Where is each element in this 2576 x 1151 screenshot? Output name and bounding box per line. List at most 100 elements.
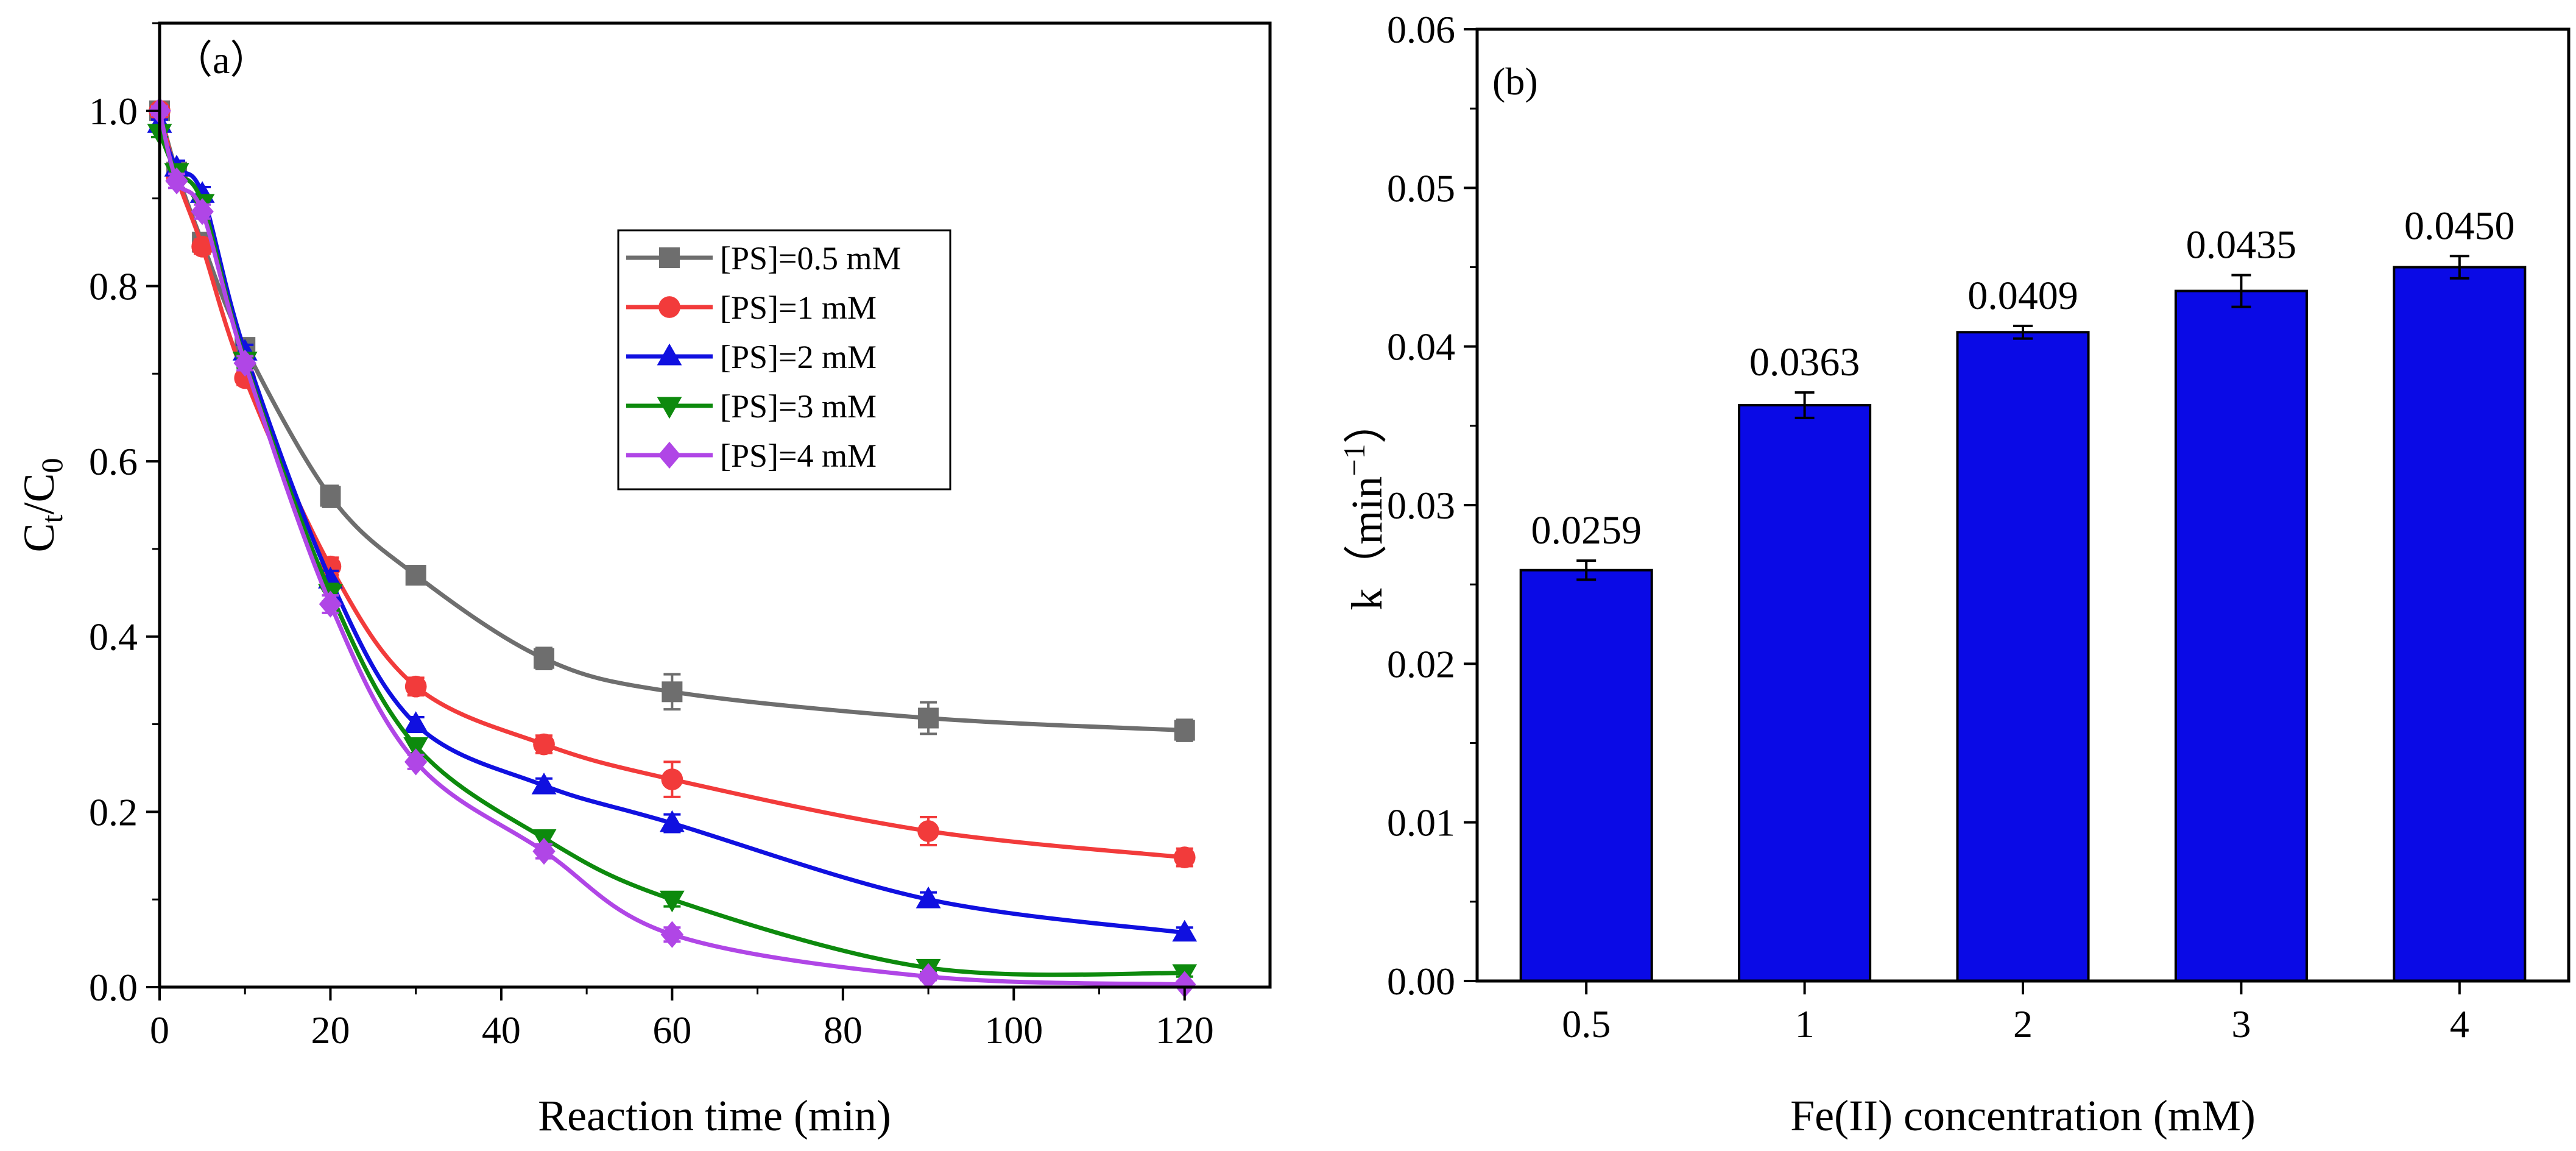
- data-point: [233, 349, 256, 377]
- x-tick-label: 60: [652, 1008, 691, 1052]
- data-point: [1173, 971, 1196, 998]
- data-point: [319, 590, 342, 618]
- bar: [1519, 568, 1653, 982]
- legend-entry-label: [PS]=3 mM: [720, 388, 877, 425]
- bar-value-label: 0.0363: [1749, 340, 1860, 384]
- data-point: [403, 737, 429, 759]
- data-point: [1172, 919, 1198, 942]
- x-tick-label: 120: [1156, 1008, 1214, 1052]
- panel-b-y-axis-title: k（min−1）: [1337, 400, 1391, 610]
- panel-a-legend: [PS]=0.5 mM [PS]=1 mM [PS]=2 mM [PS]=3 mM [P…: [617, 229, 951, 491]
- data-point: [659, 890, 685, 913]
- data-point: [659, 810, 685, 832]
- panel-a-label: （a）: [174, 38, 269, 82]
- legend-entry-label: [PS]=0.5 mM: [720, 240, 902, 277]
- bar-value-label: 0.0259: [1531, 508, 1642, 553]
- panel-a-y-axis-title: Ct/C0: [15, 458, 69, 553]
- legend-marker: [657, 343, 682, 366]
- data-point: [532, 837, 556, 865]
- data-point: [320, 486, 341, 507]
- data-point: [917, 963, 940, 990]
- panel-a-series-layer: [147, 97, 1198, 998]
- x-tick-label: 1: [1795, 1002, 1815, 1046]
- b-y-title-sup: −1: [1337, 444, 1371, 476]
- x-tick-label: 4: [2450, 1002, 2469, 1046]
- y-tick-label: 0.8: [89, 264, 138, 308]
- data-point: [1174, 720, 1195, 741]
- bar: [2174, 289, 2308, 982]
- panel-b-bars-layer: 0.0259 0.0363 0.0409 0.0435 0.0450: [1519, 204, 2527, 982]
- data-point: [165, 167, 188, 194]
- bar-value-label: 0.0435: [2186, 223, 2297, 267]
- panel-a-axes-frame: [158, 21, 1272, 989]
- x-tick-label: 20: [311, 1008, 350, 1052]
- data-point: [191, 198, 214, 225]
- data-point: [916, 886, 941, 908]
- x-tick-label: 80: [824, 1008, 863, 1052]
- bar-value-label: 0.0450: [2404, 204, 2515, 248]
- bar: [1738, 403, 1872, 982]
- legend-marker: [658, 296, 680, 318]
- data-point: [917, 820, 939, 842]
- legend-entry-label: [PS]=1 mM: [720, 289, 877, 326]
- data-point: [662, 681, 683, 703]
- x-tick-label: 3: [2231, 1002, 2251, 1046]
- y-tick-label: 0.04: [1387, 325, 1455, 369]
- legend-marker: [659, 247, 680, 268]
- data-point: [403, 711, 429, 733]
- x-tick-label: 100: [984, 1008, 1043, 1052]
- x-tick-label: 2: [2013, 1002, 2033, 1046]
- legend-entry-label: [PS]=2 mM: [720, 339, 877, 375]
- x-tick-label: 40: [482, 1008, 521, 1052]
- panel-a-x-axis-title: Reaction time (min): [538, 1091, 891, 1140]
- y-tick-label: 0.4: [89, 615, 138, 659]
- bar-group-4: 0.0450: [2393, 204, 2527, 982]
- y-tick-label: 0.00: [1387, 960, 1455, 1003]
- b-y-title-end: ）: [1343, 400, 1391, 444]
- bar-value-label: 0.0409: [1967, 274, 2078, 318]
- bar: [2393, 266, 2527, 982]
- y-title-sub-t: t: [35, 514, 69, 523]
- y-tick-label: 0.06: [1387, 8, 1455, 51]
- y-tick-label: 0.03: [1387, 484, 1455, 527]
- data-point: [661, 768, 683, 791]
- panel-b-x-axis-title: Fe(II) concentration (mM): [1790, 1091, 2256, 1140]
- data-point: [660, 921, 684, 948]
- y-title-c: C: [15, 523, 63, 552]
- x-tick-label: 0.5: [1562, 1002, 1611, 1046]
- legend-entry-label: [PS]=4 mM: [720, 437, 877, 474]
- legend-marker: [657, 397, 682, 419]
- panel-a-ticks: 0 20 40 60 80 100 120 0.0 0.2 0.4 0.6 0.8 1.0: [89, 22, 1214, 1052]
- data-point: [404, 675, 427, 698]
- data-point: [404, 748, 428, 776]
- y-tick-label: 0.6: [89, 440, 138, 483]
- y-title-sub-0: 0: [35, 458, 69, 473]
- panel-a-line-chart: 0 20 40 60 80 100 120 0.0 0.2 0.4 0.6 0.8 1.0 （a） Re…: [15, 21, 1272, 1140]
- y-title-slash-c: /C: [15, 473, 63, 515]
- bar-group-0.5: 0.0259: [1519, 508, 1653, 982]
- data-point: [1173, 846, 1196, 868]
- data-point: [191, 235, 213, 258]
- y-tick-label: 0.0: [89, 966, 138, 1009]
- b-y-title-base: k（min: [1343, 476, 1391, 611]
- panel-b-label: (b): [1492, 60, 1538, 103]
- data-point: [405, 565, 426, 586]
- y-tick-label: 0.02: [1387, 642, 1455, 685]
- y-tick-label: 0.2: [89, 790, 138, 834]
- panel-b-ticks: 0.00 0.01 0.02 0.03 0.04 0.05 0.06 0.5 1 2 3 4: [1387, 8, 2469, 1046]
- data-point: [534, 648, 555, 669]
- y-tick-label: 0.05: [1387, 166, 1455, 210]
- data-point: [918, 707, 939, 729]
- x-tick-label: 0: [150, 1008, 169, 1052]
- bar-group-2: 0.0409: [1956, 274, 2090, 982]
- legend-marker: [658, 441, 681, 469]
- bar-group-3: 0.0435: [2174, 223, 2308, 982]
- y-tick-label: 0.01: [1387, 801, 1455, 845]
- data-point: [533, 733, 555, 756]
- y-tick-label: 1.0: [89, 90, 138, 133]
- data-point: [531, 772, 557, 795]
- bar-group-1: 0.0363: [1738, 340, 1872, 982]
